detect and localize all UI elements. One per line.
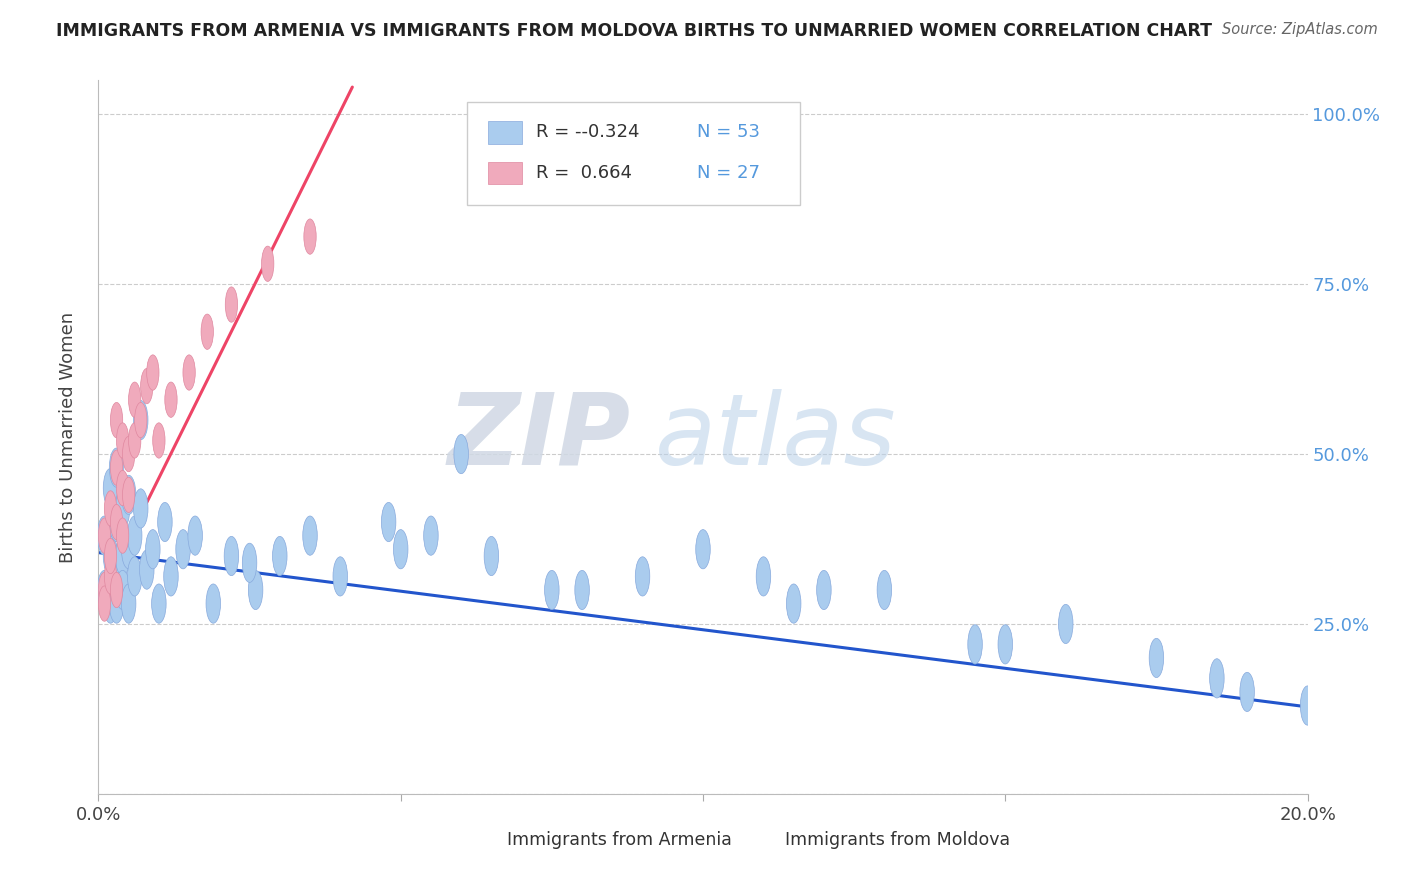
Ellipse shape xyxy=(111,402,122,438)
Ellipse shape xyxy=(183,355,195,390)
Ellipse shape xyxy=(128,557,142,596)
Ellipse shape xyxy=(817,570,831,609)
Ellipse shape xyxy=(242,543,257,582)
Ellipse shape xyxy=(544,570,560,609)
Text: N = 27: N = 27 xyxy=(697,164,761,182)
Ellipse shape xyxy=(423,516,439,555)
Ellipse shape xyxy=(115,489,129,528)
Ellipse shape xyxy=(97,570,111,609)
Ellipse shape xyxy=(1059,605,1073,644)
Ellipse shape xyxy=(225,287,238,322)
Ellipse shape xyxy=(103,536,118,575)
Text: R =  0.664: R = 0.664 xyxy=(536,164,633,182)
Ellipse shape xyxy=(249,570,263,609)
Ellipse shape xyxy=(110,502,124,541)
Ellipse shape xyxy=(146,355,159,390)
Ellipse shape xyxy=(273,536,287,575)
Ellipse shape xyxy=(394,530,408,569)
Text: R = --0.324: R = --0.324 xyxy=(536,123,640,141)
Ellipse shape xyxy=(122,477,135,513)
Ellipse shape xyxy=(135,402,146,438)
Ellipse shape xyxy=(117,423,129,458)
Ellipse shape xyxy=(98,518,111,553)
Ellipse shape xyxy=(121,584,136,624)
Ellipse shape xyxy=(998,624,1012,664)
Ellipse shape xyxy=(224,536,239,575)
Ellipse shape xyxy=(104,558,117,594)
Ellipse shape xyxy=(111,504,122,540)
Ellipse shape xyxy=(121,530,136,569)
Ellipse shape xyxy=(967,624,983,664)
Ellipse shape xyxy=(304,219,316,254)
FancyBboxPatch shape xyxy=(474,831,501,849)
Ellipse shape xyxy=(381,502,396,541)
Text: ZIP: ZIP xyxy=(447,389,630,485)
Ellipse shape xyxy=(121,475,136,515)
Ellipse shape xyxy=(128,382,141,417)
Ellipse shape xyxy=(454,434,468,474)
Text: Immigrants from Moldova: Immigrants from Moldova xyxy=(785,831,1011,849)
Ellipse shape xyxy=(134,489,148,528)
Ellipse shape xyxy=(163,557,179,596)
Ellipse shape xyxy=(98,573,111,607)
Ellipse shape xyxy=(786,584,801,624)
Ellipse shape xyxy=(333,557,347,596)
Ellipse shape xyxy=(104,491,117,526)
Ellipse shape xyxy=(97,516,111,555)
Ellipse shape xyxy=(103,468,118,508)
Ellipse shape xyxy=(146,530,160,569)
Ellipse shape xyxy=(128,516,142,555)
Text: N = 53: N = 53 xyxy=(697,123,761,141)
Text: IMMIGRANTS FROM ARMENIA VS IMMIGRANTS FROM MOLDOVA BIRTHS TO UNMARRIED WOMEN COR: IMMIGRANTS FROM ARMENIA VS IMMIGRANTS FR… xyxy=(56,22,1212,40)
Ellipse shape xyxy=(207,584,221,624)
Ellipse shape xyxy=(128,423,141,458)
Ellipse shape xyxy=(103,584,118,624)
Text: Immigrants from Armenia: Immigrants from Armenia xyxy=(508,831,733,849)
FancyBboxPatch shape xyxy=(488,161,522,185)
Ellipse shape xyxy=(139,550,155,590)
Ellipse shape xyxy=(157,502,172,541)
Ellipse shape xyxy=(176,530,190,569)
Ellipse shape xyxy=(201,314,214,350)
Text: atlas: atlas xyxy=(655,389,896,485)
Ellipse shape xyxy=(104,539,117,574)
FancyBboxPatch shape xyxy=(467,102,800,205)
Ellipse shape xyxy=(1301,686,1315,725)
Ellipse shape xyxy=(152,584,166,624)
Ellipse shape xyxy=(188,516,202,555)
Ellipse shape xyxy=(1209,658,1225,698)
Ellipse shape xyxy=(756,557,770,596)
Ellipse shape xyxy=(153,423,165,458)
Text: Source: ZipAtlas.com: Source: ZipAtlas.com xyxy=(1222,22,1378,37)
Ellipse shape xyxy=(110,448,124,487)
Ellipse shape xyxy=(110,557,124,596)
FancyBboxPatch shape xyxy=(751,831,778,849)
Ellipse shape xyxy=(115,536,129,575)
Ellipse shape xyxy=(1240,673,1254,712)
Ellipse shape xyxy=(122,436,135,472)
Ellipse shape xyxy=(636,557,650,596)
Ellipse shape xyxy=(110,584,124,624)
Ellipse shape xyxy=(111,573,122,607)
Ellipse shape xyxy=(302,516,318,555)
Ellipse shape xyxy=(98,586,111,621)
Ellipse shape xyxy=(111,450,122,485)
Ellipse shape xyxy=(696,530,710,569)
Ellipse shape xyxy=(484,536,499,575)
Ellipse shape xyxy=(165,382,177,417)
Ellipse shape xyxy=(117,470,129,506)
Ellipse shape xyxy=(141,368,153,404)
FancyBboxPatch shape xyxy=(488,121,522,144)
Ellipse shape xyxy=(134,401,148,440)
Y-axis label: Births to Unmarried Women: Births to Unmarried Women xyxy=(59,311,77,563)
Ellipse shape xyxy=(115,570,129,609)
Ellipse shape xyxy=(1149,639,1164,678)
Ellipse shape xyxy=(117,518,129,553)
Ellipse shape xyxy=(575,570,589,609)
Ellipse shape xyxy=(877,570,891,609)
Ellipse shape xyxy=(262,246,274,282)
